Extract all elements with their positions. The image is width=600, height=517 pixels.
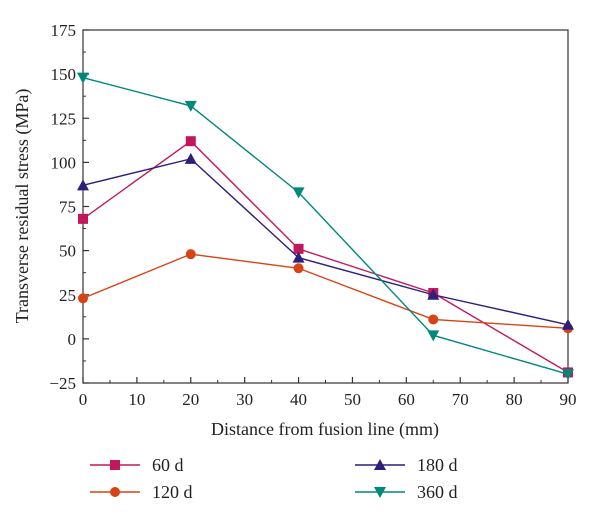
legend-item: 60 d <box>90 455 184 475</box>
legend-marker <box>110 487 120 497</box>
data-point <box>427 330 440 342</box>
legend-label: 180 d <box>417 455 458 475</box>
series-2 <box>78 249 573 334</box>
data-point <box>292 187 305 199</box>
y-axis-ticks: −25 0 25 50 75 100 125 150 175 <box>49 21 89 393</box>
series-line <box>82 140 569 374</box>
data-point <box>562 318 574 330</box>
data-point <box>293 243 304 254</box>
x-tick-label: 90 <box>560 390 577 409</box>
data-point <box>184 100 197 112</box>
x-tick-label: 10 <box>128 390 145 409</box>
y-tick-label: 100 <box>51 153 77 172</box>
x-tick-label: 0 <box>79 390 88 409</box>
data-point <box>77 179 89 191</box>
data-point <box>293 263 304 274</box>
y-tick-label: −25 <box>49 374 76 393</box>
legend-marker <box>374 487 386 498</box>
x-tick-label: 60 <box>398 390 415 409</box>
data-point <box>77 72 89 84</box>
x-tick-label: 30 <box>236 390 253 409</box>
legend-label: 360 d <box>417 482 458 502</box>
y-tick-label: 125 <box>51 109 77 128</box>
series-1 <box>78 136 573 378</box>
data-point <box>427 288 440 300</box>
legend-item: 360 d <box>355 482 458 502</box>
legend-item: 120 d <box>90 482 193 502</box>
y-tick-label: 150 <box>51 65 77 84</box>
data-point <box>78 213 88 224</box>
legend-item: 180 d <box>355 455 458 475</box>
y-tick-label: 0 <box>68 330 77 349</box>
data-point <box>292 251 305 263</box>
data-point <box>78 293 88 304</box>
x-tick-label: 80 <box>506 390 523 409</box>
y-tick-label: 75 <box>59 198 76 217</box>
y-tick-label: 25 <box>59 286 76 305</box>
legend: 60 d 120 d 180 d 360 d <box>90 455 458 502</box>
y-tick-label: 175 <box>51 21 77 40</box>
x-tick-label: 70 <box>452 390 469 409</box>
series-3 <box>77 152 574 330</box>
data-point <box>185 249 196 260</box>
x-axis-title: Distance from fusion line (mm) <box>211 419 439 440</box>
legend-label: 60 d <box>152 455 184 475</box>
data-point <box>184 152 197 164</box>
legend-label: 120 d <box>152 482 193 502</box>
x-tick-label: 40 <box>290 390 307 409</box>
data-point <box>428 314 439 325</box>
x-tick-label: 50 <box>344 390 361 409</box>
y-tick-label: 50 <box>59 242 76 261</box>
x-tick-label: 20 <box>182 390 199 409</box>
legend-marker <box>374 459 386 470</box>
legend-marker <box>110 460 120 470</box>
y-axis-title: Transverse residual stress (MPa) <box>12 89 33 324</box>
series-4 <box>77 72 574 381</box>
series-line <box>82 158 569 326</box>
series-layer <box>77 72 574 381</box>
x-axis-ticks: 0 10 20 30 40 50 60 70 80 90 <box>79 377 577 409</box>
data-point <box>562 369 574 381</box>
data-point <box>185 136 196 147</box>
